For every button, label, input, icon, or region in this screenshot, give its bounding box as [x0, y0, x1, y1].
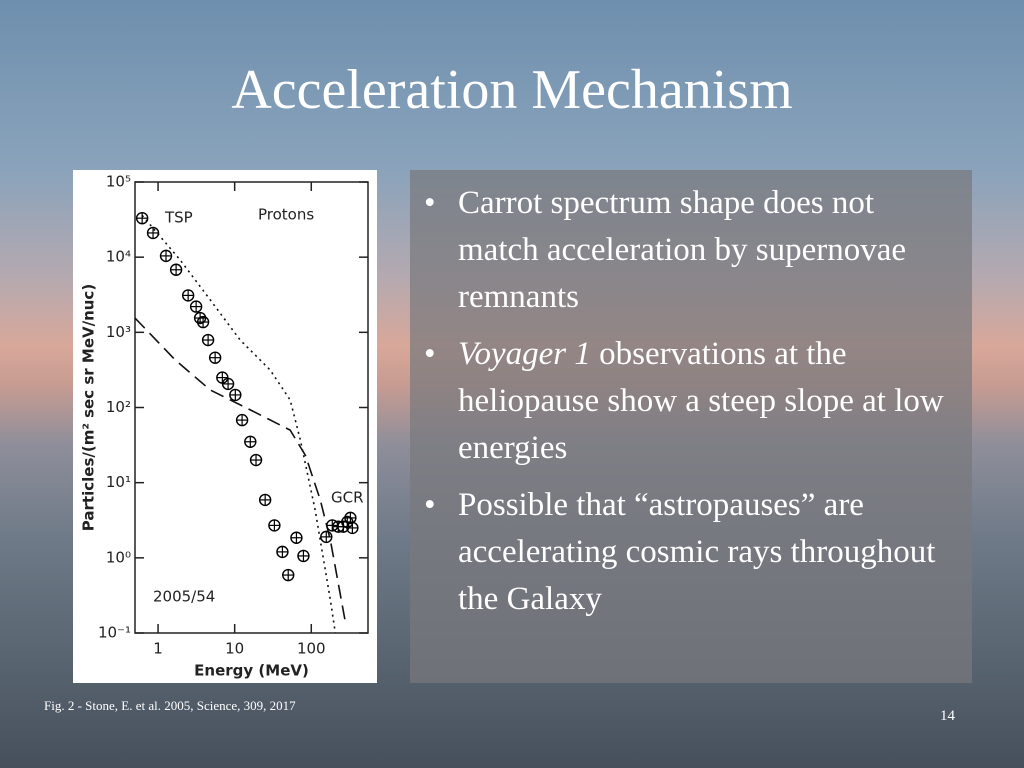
data-point	[235, 413, 249, 427]
plot-frame	[134, 181, 369, 634]
data-point	[346, 521, 359, 535]
bullet-text: Carrot spectrum shape does not match acc…	[458, 185, 907, 315]
bullet: Voyager 1 observations at the heliopause…	[424, 331, 958, 472]
bullet-text: observations at the heliopause show a st…	[458, 336, 944, 466]
data-point	[196, 315, 210, 329]
data-point	[268, 519, 281, 532]
model-curve	[134, 317, 346, 620]
y-axis-label: Particles/(m² sec sr MeV/nuc)	[80, 284, 98, 531]
data-point	[221, 377, 235, 391]
data-point	[146, 226, 160, 240]
bullet-list: Carrot spectrum shape does not match acc…	[410, 170, 958, 623]
y-tick-label: 10¹	[106, 473, 131, 491]
data-point	[244, 435, 257, 448]
y-tick-label: 10⁻¹	[98, 624, 131, 642]
y-tick-label: 10⁰	[106, 548, 131, 566]
caption: Fig. 2 - Stone, E. et al. 2005, Science,…	[44, 698, 296, 713]
data-point	[229, 388, 242, 402]
data-point	[181, 289, 195, 302]
slide-number: 14	[940, 708, 955, 724]
data-point	[290, 531, 303, 544]
data-point	[282, 568, 295, 582]
data-point	[189, 300, 203, 313]
series-label: GCR	[331, 489, 364, 507]
annotation: Protons	[258, 206, 314, 224]
data-point	[249, 453, 263, 467]
data-point	[258, 493, 272, 507]
data-point	[320, 530, 333, 544]
data-point	[135, 211, 149, 225]
y-tick-label: 10⁵	[106, 173, 131, 191]
x-axis-label: Energy (MeV)	[194, 662, 309, 680]
slide-title: Acceleration Mechanism	[231, 59, 793, 121]
data-point	[344, 511, 357, 525]
data-point	[159, 249, 173, 263]
x-tick-label: 10	[225, 640, 244, 658]
data-point	[297, 549, 310, 563]
text-box: Carrot spectrum shape does not match acc…	[410, 170, 972, 683]
bullet-italic: Voyager 1	[458, 336, 591, 372]
figure: 1 10 100 10⁻¹ 10⁰ 10¹ 10² 10³ 10⁴ 10⁵ Energy (MeV)…	[73, 170, 377, 683]
x-tick-label: 1	[153, 640, 163, 658]
data-point	[276, 545, 289, 559]
data-point	[208, 351, 222, 364]
annotation: 2005/54	[153, 588, 215, 606]
bullet: Carrot spectrum shape does not match acc…	[424, 180, 958, 321]
data-point	[201, 333, 215, 347]
y-tick-label: 10³	[106, 323, 131, 341]
x-tick-label: 100	[297, 640, 326, 658]
series-label: TSP	[164, 209, 193, 227]
y-tick-label: 10²	[106, 398, 131, 416]
data-point	[169, 263, 183, 276]
bullet-text: Possible that “astropauses” are accelera…	[458, 487, 936, 617]
bullet: Possible that “astropauses” are accelera…	[424, 482, 958, 623]
data-point	[216, 371, 229, 384]
y-tick-label: 10⁴	[106, 248, 131, 266]
